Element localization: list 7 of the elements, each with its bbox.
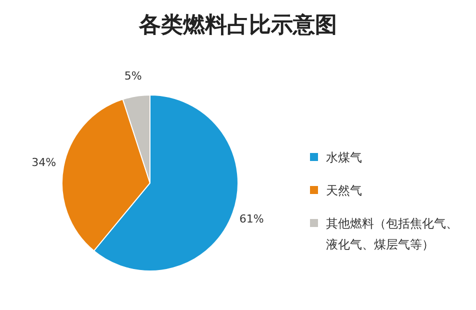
chart-title: 各类燃料占比示意图	[138, 12, 337, 38]
legend-label: 天然气	[326, 183, 362, 198]
legend-label: 其他燃料（包括焦化气、液化气、煤层气等）	[326, 216, 458, 252]
data-label: 5%	[124, 69, 142, 82]
legend-label: 水煤气	[326, 150, 362, 164]
data-label: 61%	[239, 212, 264, 226]
data-label: 34%	[32, 156, 56, 169]
